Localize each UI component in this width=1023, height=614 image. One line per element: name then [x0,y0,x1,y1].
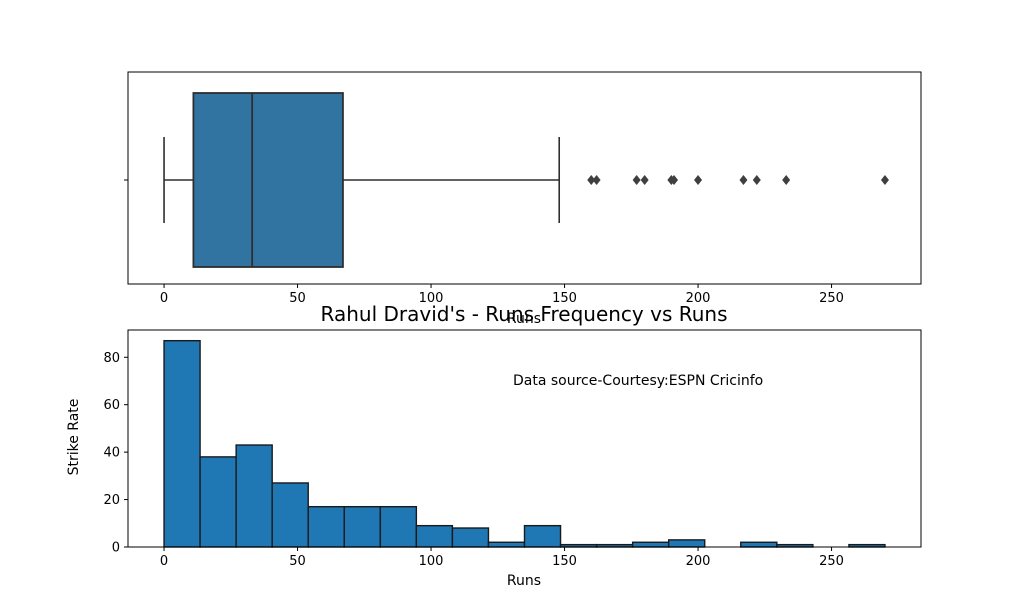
histogram-bar [235,444,273,548]
histogram-bar [451,527,490,548]
histogram-bar [199,456,237,548]
hist-x-tick-label: 200 [686,554,711,569]
chart-title: Rahul Dravid's - Runs Frequency vs Runs [320,302,728,326]
outlier-diamond-icon [592,175,601,185]
hist-x-tick-label: 150 [552,554,577,569]
histogram-bar [343,505,382,548]
histogram-bar [740,541,778,548]
hist-x-tick-label: 50 [289,554,306,569]
hist-y-tick-label: 20 [103,493,120,508]
histogram-xlabel: Runs [506,573,542,589]
box-x-tick-label: 100 [419,291,444,306]
histogram-bar [379,505,418,548]
histogram-bar [631,541,670,548]
hist-x-tick-label: 250 [819,554,844,569]
hist-y-tick-label: 40 [103,446,120,461]
histogram-bar [307,505,345,548]
hist-x-tick-label: 100 [419,554,444,569]
hist-y-tick-label: 80 [103,351,120,366]
outlier-diamond-icon [752,175,761,185]
outlier-diamond-icon [587,175,596,185]
outlier-diamond-icon [739,175,748,185]
hist-x-tick-label: 0 [160,554,168,569]
histogram-ylabel: Strike Rate [66,398,82,476]
histogram-bar [487,541,526,548]
outlier-diamond-icon [670,175,679,185]
outlier-diamond-icon [694,175,703,185]
hist-y-tick-label: 60 [103,398,120,413]
histogram-axes-border [127,329,922,548]
box-x-tick-label: 150 [552,291,577,306]
histogram-bar [523,524,562,548]
box-x-tick-label: 50 [289,291,306,306]
box-x-tick-label: 0 [160,291,168,306]
histogram-bar [163,339,201,548]
outlier-diamond-icon [632,175,641,185]
box-x-tick-label: 250 [819,291,844,306]
outlier-diamond-icon [880,175,889,185]
outlier-diamond-icon [640,175,649,185]
box-x-tick-label: 200 [686,291,711,306]
outlier-diamond-icon [782,175,791,185]
histogram-bar [415,524,454,548]
hist-y-tick-label: 0 [112,541,120,556]
data-source-annotation: Data source-Courtesy:ESPN Cricinfo [513,373,764,389]
histogram-bar [667,539,706,548]
box-body [192,92,344,268]
histogram-bar [271,482,309,548]
boxplot-xlabel: Runs [506,311,542,327]
